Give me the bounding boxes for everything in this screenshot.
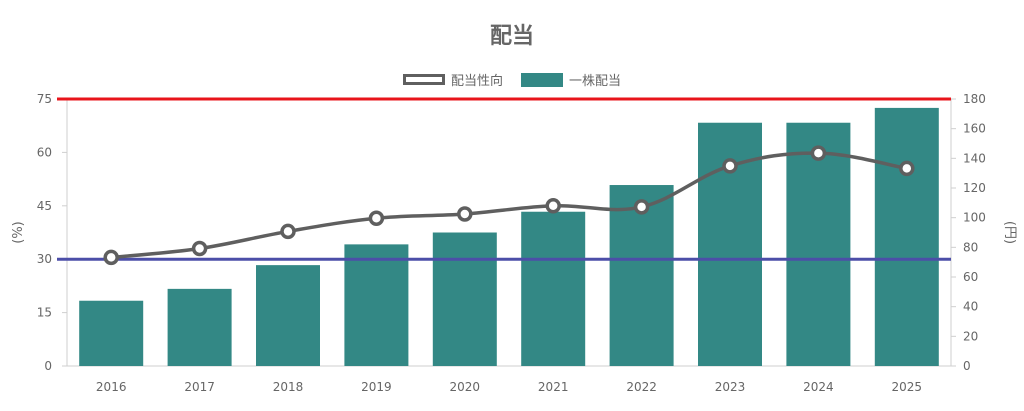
bar [874,107,939,367]
y-right-tick-label: 100 [963,211,986,225]
legend-label-payout-ratio: 配当性向 [450,74,503,89]
bar [167,288,232,366]
y-right-tick-label: 180 [963,92,986,106]
x-tick-label: 2020 [450,380,481,394]
y-left-tick-label: 30 [37,252,52,266]
y-right-tick-label: 60 [963,270,978,284]
payout-ratio-point [899,160,915,177]
bar [344,244,409,366]
payout-ratio-point [545,198,561,214]
y-right-tick-label: 40 [963,300,978,314]
y-right-tick-label: 140 [963,151,986,165]
y-left-tick-label: 75 [37,92,52,106]
bar [786,122,851,366]
payout-ratio-point [368,210,385,227]
y-left-tick-label: 0 [44,359,52,373]
bar [609,185,674,366]
bar [256,265,320,366]
legend-label-dividend-per-share: 一株配当 [569,74,622,89]
y-right-tick-label: 20 [963,329,978,343]
x-tick-label: 2024 [803,380,834,394]
payout-ratio-point [280,223,296,240]
x-tick-label: 2022 [626,380,657,394]
bar [432,232,497,366]
y-right-tick-label: 0 [963,359,971,373]
chart-title: 配当 [489,24,534,49]
y-left-tick-label: 60 [37,145,52,159]
payout-ratio-point [191,240,208,257]
payout-ratio-point [633,199,650,215]
y-right-tick-label: 80 [963,240,978,254]
bar [79,300,144,366]
y-right-tick-label: 120 [963,181,986,195]
y-left-tick-label: 45 [37,199,52,213]
bar [521,211,586,366]
x-tick-label: 2018 [273,380,304,394]
legend-bar-swatch [521,72,563,87]
x-tick-label: 2025 [892,380,923,394]
legend-item-payout-ratio[interactable]: 配当性向 [402,70,503,89]
payout-ratio-point [722,158,738,174]
y-right-tick-label: 160 [963,122,986,136]
y-right-axis-label: (円) [1002,221,1017,244]
payout-ratio-point [103,249,119,266]
chart-legend: 配当性向 一株配当 [0,70,1024,89]
x-tick-label: 2023 [715,380,746,394]
x-tick-label: 2017 [184,380,215,394]
x-tick-label: 2021 [538,380,569,394]
payout-ratio-point [457,206,473,222]
x-tick-label: 2019 [361,380,392,394]
payout-ratio-point [810,145,827,161]
payout-ratio-line [111,151,908,260]
y-left-tick-label: 15 [37,306,52,320]
legend-item-dividend-per-share[interactable]: 一株配当 [521,70,621,89]
legend-line-swatch [402,74,445,85]
x-tick-label: 2016 [96,380,127,394]
y-left-axis-label: (%) [11,221,26,244]
